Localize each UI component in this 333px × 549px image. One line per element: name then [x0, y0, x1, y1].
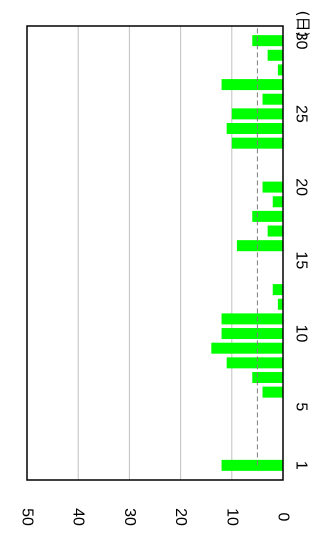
y-tick-20: 20: [172, 508, 189, 526]
bar-day-11: [221, 313, 283, 325]
x-tick-1: 1: [293, 461, 310, 470]
bar-day-19: [272, 196, 283, 208]
y-tick-50: 50: [19, 508, 36, 526]
x-tick-30: 30: [293, 32, 310, 50]
y-tick-labels: 0 10 20 30 40 50: [19, 508, 292, 526]
bar-day-6: [262, 386, 283, 398]
y-tick-40: 40: [70, 508, 87, 526]
grid-lines: [77, 26, 233, 480]
bar-day-20: [262, 181, 283, 193]
plot-frame: [26, 25, 284, 481]
bar-day-29: [267, 49, 283, 61]
bar-day-24: [226, 123, 283, 135]
bar-day-8: [226, 357, 283, 369]
y-tick-30: 30: [121, 508, 138, 526]
bar-day-17: [267, 225, 283, 237]
bar-day-7: [252, 371, 283, 383]
bar-day-26: [262, 93, 283, 105]
x-tick-25: 25: [293, 105, 310, 123]
y-tick-10: 10: [223, 508, 240, 526]
bar-day-30: [252, 35, 283, 47]
bar-day-9: [211, 342, 283, 354]
y-tick-0: 0: [275, 513, 292, 522]
bar-day-27: [221, 79, 283, 91]
x-tick-15: 15: [293, 251, 310, 269]
bar-day-10: [221, 328, 283, 340]
bar-day-12: [277, 298, 283, 310]
x-tick-10: 10: [293, 325, 310, 343]
bar-day-18: [252, 210, 283, 222]
x-tick-20: 20: [293, 178, 310, 196]
bar-day-16: [236, 240, 283, 252]
bars: [211, 35, 283, 471]
x-tick-5: 5: [293, 402, 310, 411]
bar-day-25: [231, 108, 283, 120]
bar-day-13: [272, 284, 283, 296]
x-unit-label: (日): [294, 11, 312, 38]
bar-day-28: [277, 64, 283, 76]
bar-day-1: [221, 459, 283, 471]
